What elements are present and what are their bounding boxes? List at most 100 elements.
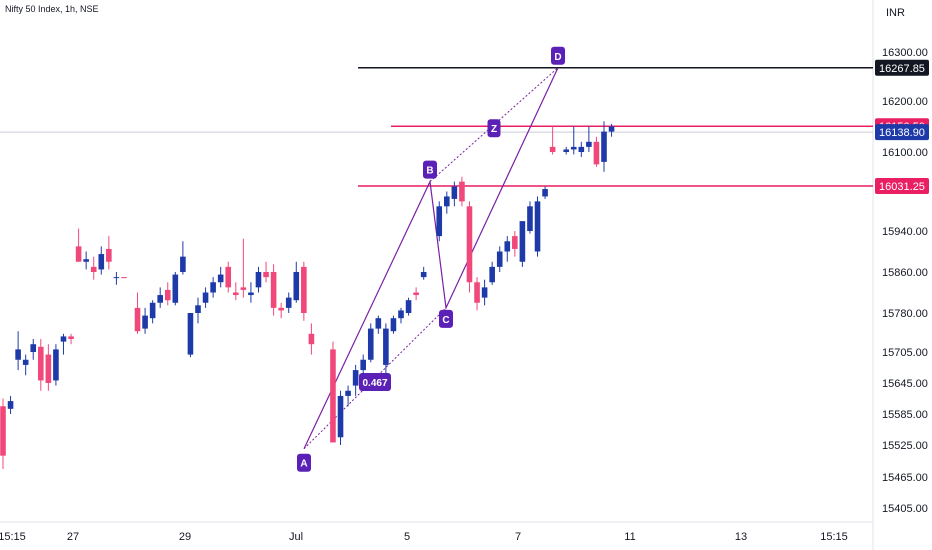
candle-body — [398, 310, 404, 319]
currency-label: INR — [886, 7, 905, 19]
candle-body — [367, 328, 374, 360]
candle-body — [142, 315, 148, 329]
time-tick-label: 13 — [735, 531, 747, 543]
price-level-label: 16267.85 — [879, 63, 925, 75]
candle-body — [90, 266, 97, 272]
candle-body — [570, 146, 577, 150]
price-tick-label: 15585.00 — [882, 409, 928, 421]
candle-body — [330, 349, 336, 443]
candle-body — [481, 287, 488, 298]
time-tick-label: 11 — [624, 531, 635, 543]
time-axis[interactable]: 15:15 27 29 Jul 5 7 11 13 15:15 — [0, 531, 848, 543]
candle-body — [68, 336, 74, 339]
candle-body — [210, 282, 216, 293]
candle-body — [38, 346, 44, 381]
time-tick-label: 29 — [179, 531, 191, 543]
candle-body — [459, 181, 465, 202]
time-tick-label: 15:15 — [820, 531, 848, 543]
candle-body — [157, 295, 163, 303]
candle-body — [83, 259, 89, 262]
price-tick-label: 16200.00 — [882, 96, 928, 108]
candle-body — [180, 256, 186, 272]
candle-body — [519, 221, 526, 262]
price-level-badge — [875, 124, 929, 141]
candle-body — [263, 272, 269, 278]
candle-body — [474, 282, 480, 303]
price-tick-label: 16300.00 — [882, 47, 928, 59]
price-level-label: 16138.90 — [879, 127, 925, 139]
candle-body — [549, 146, 556, 152]
pattern-legs — [303, 67, 559, 449]
pattern-point-c-label: C — [442, 315, 449, 326]
candle-body — [390, 318, 397, 332]
pattern-point-a-label: A — [300, 459, 307, 470]
candle-body — [134, 307, 141, 332]
candle-body — [270, 272, 277, 308]
candle-body — [255, 272, 262, 288]
candle-body — [451, 186, 458, 199]
time-tick-label: 5 — [404, 531, 410, 543]
price-tick-label: 15860.00 — [882, 267, 928, 279]
candle-body — [563, 149, 569, 152]
time-tick-label: 7 — [515, 531, 521, 543]
pattern-point-b-label: B — [426, 166, 433, 177]
candle-body — [172, 274, 179, 303]
pattern-point-z-box — [487, 119, 501, 138]
price-tick-label: 15705.00 — [882, 347, 928, 359]
candle-body — [15, 349, 21, 360]
candle-body — [217, 274, 224, 283]
candle-body — [195, 305, 201, 313]
candle-body — [586, 141, 592, 147]
candle-body — [489, 266, 495, 283]
candle-body — [30, 344, 37, 352]
candle-body — [149, 302, 156, 319]
candle-body — [22, 359, 29, 365]
candle-body — [53, 349, 59, 381]
price-axis[interactable]: 16300.00 16200.00 16100.00 15940.00 15860.00… — [882, 47, 928, 515]
candle-body — [187, 313, 194, 355]
price-tick-label: 15465.00 — [882, 472, 928, 484]
price-level-badge — [875, 177, 929, 194]
pattern-point-a-box — [297, 453, 311, 472]
candle-body — [7, 401, 14, 409]
candle-body — [413, 292, 419, 296]
candle-body — [293, 272, 300, 301]
price-tick-label: 16100.00 — [882, 147, 928, 159]
time-tick-label: 15:15 — [0, 531, 26, 543]
candle-body — [444, 196, 450, 207]
candle-body — [60, 336, 67, 342]
candle-body — [578, 146, 585, 152]
candle-body — [383, 328, 389, 365]
price-tick-label: 15780.00 — [882, 308, 928, 320]
candle-body — [420, 272, 427, 278]
candle-body — [0, 406, 6, 456]
pattern-point-b-box — [423, 160, 437, 179]
pattern-ratio-box — [359, 373, 391, 391]
candle-body — [527, 206, 533, 231]
candle-body — [337, 395, 344, 438]
candle-body — [345, 390, 351, 396]
candle-body — [593, 141, 600, 165]
candle-body — [360, 359, 366, 371]
pattern-ratio-label: 0.467 — [362, 378, 387, 389]
chart-title: Nifty 50 Index, 1h, NSE — [5, 4, 99, 14]
candle-body — [512, 236, 518, 249]
chart-grid — [0, 0, 874, 550]
candle-body — [285, 297, 292, 308]
price-tick-label: 15405.00 — [882, 503, 928, 515]
pattern-point-c-box — [439, 309, 453, 328]
candle-body — [601, 131, 607, 162]
candle-body — [121, 277, 127, 279]
candle-body — [98, 254, 105, 270]
candle-body — [164, 289, 171, 301]
pattern-point-d-box — [551, 46, 565, 65]
candle-body — [375, 318, 382, 329]
candle-body — [113, 277, 120, 279]
candle-body — [225, 266, 232, 288]
time-tick-label: 27 — [67, 531, 79, 543]
candle-body — [542, 189, 548, 197]
candle-body — [352, 370, 359, 386]
candle-body — [496, 251, 503, 267]
candle-body — [436, 206, 443, 237]
